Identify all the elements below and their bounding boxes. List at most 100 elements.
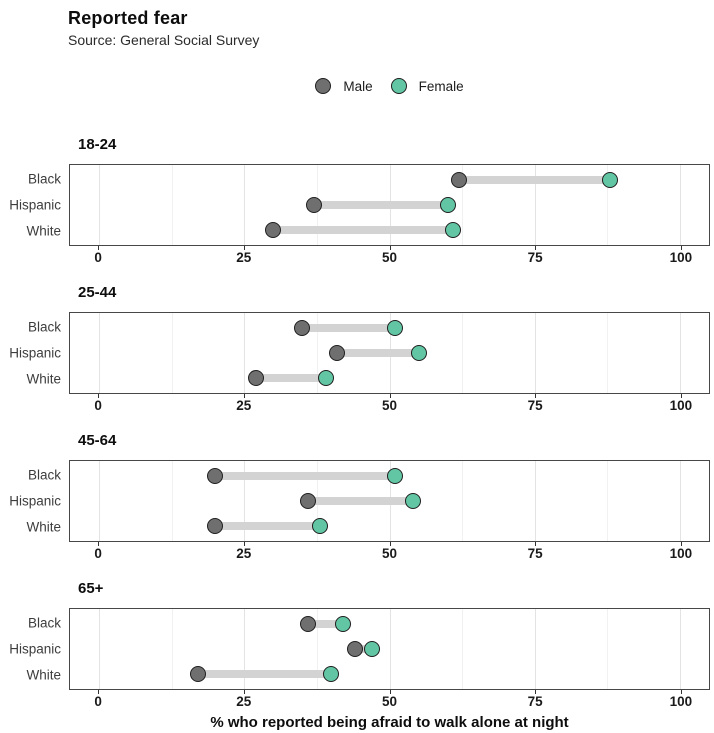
female-legend-dot-icon <box>390 78 407 94</box>
facet-label: 65+ <box>78 580 104 597</box>
x-tick-label: 75 <box>527 398 543 413</box>
x-tick-mark <box>535 394 537 398</box>
x-tick-label: 25 <box>236 546 252 561</box>
facet-45-64: 45-64 Black Hispanic White 0 25 50 75 100 <box>0 430 714 564</box>
y-axis-label-hispanic: Hispanic <box>9 493 61 509</box>
gridline-minor <box>607 313 609 393</box>
x-tick-mark <box>243 394 245 398</box>
y-axis-label-white: White <box>26 223 61 239</box>
gridline-major <box>679 609 681 689</box>
x-tick-label: 100 <box>669 546 693 561</box>
male-dot <box>207 468 224 484</box>
dumbbell-connector <box>215 472 396 480</box>
legend-item-male: Male <box>315 78 373 94</box>
facet-body: Black Hispanic White <box>0 312 714 394</box>
male-dot <box>300 493 317 509</box>
x-tick-label: 75 <box>527 694 543 709</box>
gridline-minor <box>462 461 464 541</box>
dumbbell-connector <box>215 522 320 530</box>
gridline-major <box>389 609 391 689</box>
female-dot <box>404 493 421 509</box>
dumbbell-connector <box>354 645 373 653</box>
female-dot <box>602 172 619 188</box>
x-tick-label: 0 <box>94 398 102 413</box>
x-axis: 0 25 50 75 100 <box>69 542 710 564</box>
gridline-minor <box>171 609 173 689</box>
x-tick-label: 100 <box>669 250 693 265</box>
gridline-minor <box>171 461 173 541</box>
gridline-major <box>99 313 101 393</box>
y-axis-label-black: Black <box>27 467 61 483</box>
facet-label: 18-24 <box>78 136 117 153</box>
dumbbell-connector <box>273 226 454 234</box>
x-tick-label: 0 <box>94 250 102 265</box>
male-dot <box>346 641 363 657</box>
x-tick-mark <box>98 542 100 546</box>
chart-subtitle: Source: General Social Survey <box>68 32 260 48</box>
male-dot <box>189 666 206 682</box>
x-tick-label: 100 <box>669 694 693 709</box>
x-tick-mark <box>98 394 100 398</box>
facet-label: 45-64 <box>78 432 117 449</box>
female-dot <box>387 468 404 484</box>
x-tick-mark <box>535 542 537 546</box>
dumbbell-connector <box>308 620 344 628</box>
facet-25-44: 25-44 Black Hispanic White 0 25 50 75 100 <box>0 282 714 416</box>
x-tick-label: 50 <box>381 250 398 265</box>
y-axis-labels: Black Hispanic White <box>0 460 69 542</box>
x-tick-mark <box>535 690 537 694</box>
gridline-major <box>679 165 681 245</box>
female-dot <box>387 320 404 336</box>
facet-body: Black Hispanic White <box>0 460 714 542</box>
gridline-minor <box>316 313 318 393</box>
gridline-major <box>244 165 246 245</box>
plot-panel <box>69 608 710 690</box>
x-tick-mark <box>389 542 391 546</box>
gridline-major <box>244 461 246 541</box>
facet-18-24: 18-24 Black Hispanic White 0 25 50 75 100 <box>0 134 714 268</box>
x-tick-label: 25 <box>236 398 252 413</box>
male-dot <box>207 518 224 534</box>
female-dot <box>317 370 334 386</box>
male-dot <box>294 320 311 336</box>
male-dot <box>305 197 322 213</box>
x-tick-mark <box>680 394 682 398</box>
female-dot <box>364 641 381 657</box>
female-dot <box>323 666 340 682</box>
x-tick-mark <box>389 246 391 250</box>
gridline-major <box>244 609 246 689</box>
male-legend-dot-icon <box>315 78 332 94</box>
legend-item-female: Female <box>390 78 464 94</box>
legend-label: Male <box>343 78 373 94</box>
x-tick-label: 25 <box>236 250 252 265</box>
plot-panel <box>69 312 710 394</box>
y-axis-label-hispanic: Hispanic <box>9 641 61 657</box>
plot-panel <box>69 460 710 542</box>
y-axis-label-white: White <box>26 519 61 535</box>
dumbbell-connector <box>255 374 326 382</box>
gridline-major <box>244 313 246 393</box>
gridline-major <box>534 165 536 245</box>
gridline-major <box>679 313 681 393</box>
female-dot <box>445 222 462 238</box>
x-tick-label: 75 <box>527 546 543 561</box>
y-axis-labels: Black Hispanic White <box>0 312 69 394</box>
x-tick-label: 0 <box>94 694 102 709</box>
gridline-minor <box>462 165 464 245</box>
x-tick-label: 0 <box>94 546 102 561</box>
female-dot <box>311 518 328 534</box>
x-tick-mark <box>680 690 682 694</box>
facet-label: 25-44 <box>78 284 117 301</box>
gridline-major <box>534 461 536 541</box>
gridline-minor <box>607 461 609 541</box>
gridline-minor <box>607 609 609 689</box>
y-axis-label-hispanic: Hispanic <box>9 197 61 213</box>
male-dot <box>329 345 346 361</box>
facet-65+: 65+ Black Hispanic White 0 25 50 75 100 <box>0 578 714 712</box>
x-axis: 0 25 50 75 100 <box>69 394 710 416</box>
male-dot <box>265 222 282 238</box>
y-axis-label-black: Black <box>27 319 61 335</box>
gridline-major <box>534 609 536 689</box>
dumbbell-connector <box>459 176 611 184</box>
gridline-major <box>99 461 101 541</box>
